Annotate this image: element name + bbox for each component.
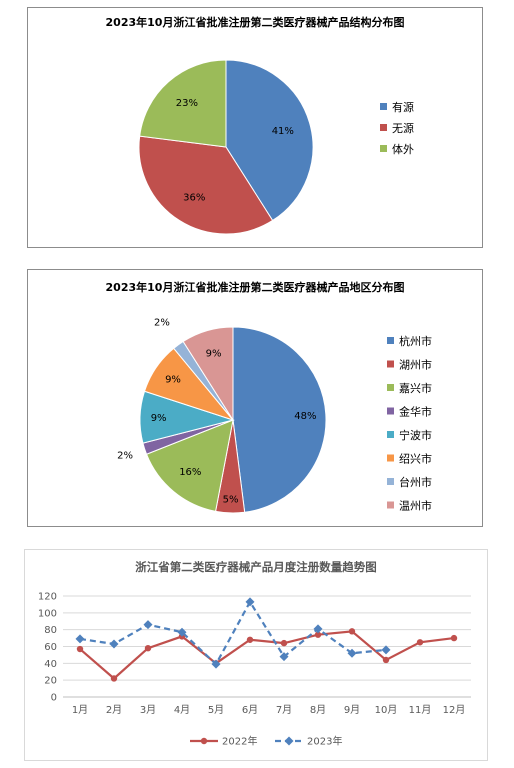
region-pie-legend-swatch-2: [387, 384, 394, 391]
legend-marker-1: [284, 736, 294, 746]
structure-pie-slice-1: [138, 135, 274, 235]
series-1-point-5: [245, 597, 255, 607]
region-pie-legend-swatch-3: [387, 407, 394, 415]
y-tick-label-3: 60: [44, 642, 57, 653]
structure-pie-slice-2: [139, 59, 227, 148]
series-1-point-3: [177, 627, 187, 637]
series-0-point-6: [280, 639, 288, 647]
x-tick-label-1: 2月: [106, 704, 122, 716]
region-pie-legend-label-4: 宁波市: [399, 428, 432, 442]
y-tick-label-1: 20: [44, 676, 57, 687]
y-tick-label-6: 120: [38, 592, 57, 603]
x-tick-label-0: 1月: [72, 704, 88, 716]
series-0-point-1: [110, 675, 118, 682]
structure-pie-title: 2023年10月浙江省批准注册第二类医疗器械产品结构分布图: [105, 16, 405, 29]
series-1-point-9: [381, 645, 391, 655]
x-tick-label-11: 12月: [443, 704, 466, 716]
region-pie-legend-label-0: 杭州市: [399, 334, 432, 348]
series-0-point-2: [144, 644, 152, 652]
series-1-point-7: [313, 624, 323, 634]
structure-pie-legend-label-1: 无源: [392, 121, 414, 135]
structure-pie-slice-label-0: 41%: [272, 126, 294, 137]
region-pie-legend-swatch-6: [387, 478, 394, 485]
region-pie-slice-2: [145, 419, 234, 512]
series-0-point-7: [314, 631, 322, 638]
series-0-point-5: [246, 636, 254, 643]
series-line-1: [79, 599, 387, 666]
region-pie-slice-label-5: 9%: [165, 375, 181, 386]
x-tick-label-7: 8月: [310, 704, 326, 716]
structure-pie-legend-swatch-2: [380, 145, 387, 152]
region-pie-legend-swatch-5: [387, 454, 394, 462]
series-0-point-11: [450, 634, 458, 642]
structure-pie-legend-swatch-0: [380, 103, 387, 110]
region-pie-slice-7: [182, 326, 234, 422]
y-tick-label-2: 40: [44, 659, 57, 670]
x-tick-label-5: 6月: [242, 704, 258, 716]
x-tick-label-9: 10月: [375, 704, 398, 716]
series-1-point-8: [347, 648, 357, 658]
series-1-point-0: [75, 634, 85, 644]
region-pie-legend-label-1: 湖州市: [399, 358, 432, 372]
series-0-point-8: [348, 628, 356, 635]
series-1-point-6: [279, 652, 289, 662]
series-0-point-9: [382, 656, 390, 664]
region-pie-slice-label-6: 2%: [154, 318, 170, 329]
series-0-point-10: [416, 639, 424, 646]
structure-pie-panel: 2023年10月浙江省批准注册第二类医疗器械产品结构分布图 41% 36% 23% 有…: [27, 7, 483, 248]
trend-line-panel: 浙江省第二类医疗器械产品月度注册数量趋势图 0 20 40 60 80 100 120 1月 2…: [24, 549, 488, 761]
structure-pie-slice-label-1: 36%: [183, 192, 205, 203]
region-pie-slice-label-7: 9%: [206, 349, 222, 360]
x-tick-label-3: 4月: [174, 704, 190, 716]
region-pie-slice-0: [232, 326, 327, 513]
region-pie-legend-swatch-0: [387, 337, 394, 344]
y-tick-label-0: 0: [51, 693, 57, 704]
structure-pie-slice-label-2: 23%: [176, 98, 198, 109]
y-tick-label-5: 100: [38, 608, 57, 619]
region-pie-slice-label-2: 16%: [179, 467, 201, 478]
region-pie-legend-label-3: 金华市: [399, 405, 432, 419]
legend-label-0: 2022年: [222, 735, 257, 748]
region-pie-legend-swatch-1: [387, 360, 394, 368]
x-tick-label-10: 11月: [409, 704, 432, 716]
series-1-point-1: [109, 639, 119, 649]
series-1-point-4: [211, 659, 221, 669]
region-pie-legend-label-2: 嘉兴市: [399, 381, 432, 395]
trend-line-chart: 0 20 40 60 80 100 120 1月 2月 3月 4月 5月 6月 7月 8月 9月 10月 11月 1…: [38, 592, 471, 748]
legend-label-1: 2023年: [307, 735, 342, 748]
structure-pie-legend-swatch-1: [380, 124, 387, 131]
trend-line-title: 浙江省第二类医疗器械产品月度注册数量趋势图: [135, 560, 377, 574]
x-tick-label-4: 5月: [208, 704, 224, 716]
x-tick-label-2: 3月: [140, 704, 156, 716]
region-pie-slice-label-4: 9%: [151, 413, 167, 424]
region-pie-legend-label-5: 绍兴市: [399, 452, 432, 466]
region-pie-legend-swatch-7: [387, 501, 394, 509]
region-pie-panel: 2023年10月浙江省批准注册第二类医疗器械产品地区分布图 48% 5% 16% 2%…: [27, 269, 483, 527]
region-pie-slice-label-1: 5%: [223, 495, 239, 506]
region-pie-chart: 48% 5% 16% 2% 9% 9% 2% 9% 杭州市湖州市嘉兴市金华市宁波市绍兴市台州市温…: [117, 318, 432, 514]
region-pie-slice-label-3: 2%: [117, 451, 133, 462]
x-tick-label-6: 7月: [276, 704, 292, 716]
legend-marker-0: [200, 737, 208, 745]
x-tick-label-8: 9月: [344, 704, 360, 716]
structure-pie-legend-label-2: 体外: [392, 142, 414, 156]
region-pie-legend-swatch-4: [387, 431, 394, 438]
structure-pie-legend-label-0: 有源: [392, 100, 414, 114]
region-pie-slice-label-0: 48%: [294, 411, 316, 422]
region-pie-title: 2023年10月浙江省批准注册第二类医疗器械产品地区分布图: [105, 281, 405, 294]
region-pie-legend-label-6: 台州市: [399, 475, 432, 489]
series-1-point-2: [143, 620, 153, 630]
region-pie-legend-label-7: 温州市: [399, 499, 432, 513]
y-tick-label-4: 80: [44, 625, 57, 636]
series-0-point-0: [76, 645, 84, 653]
series-line-0: [79, 630, 455, 680]
